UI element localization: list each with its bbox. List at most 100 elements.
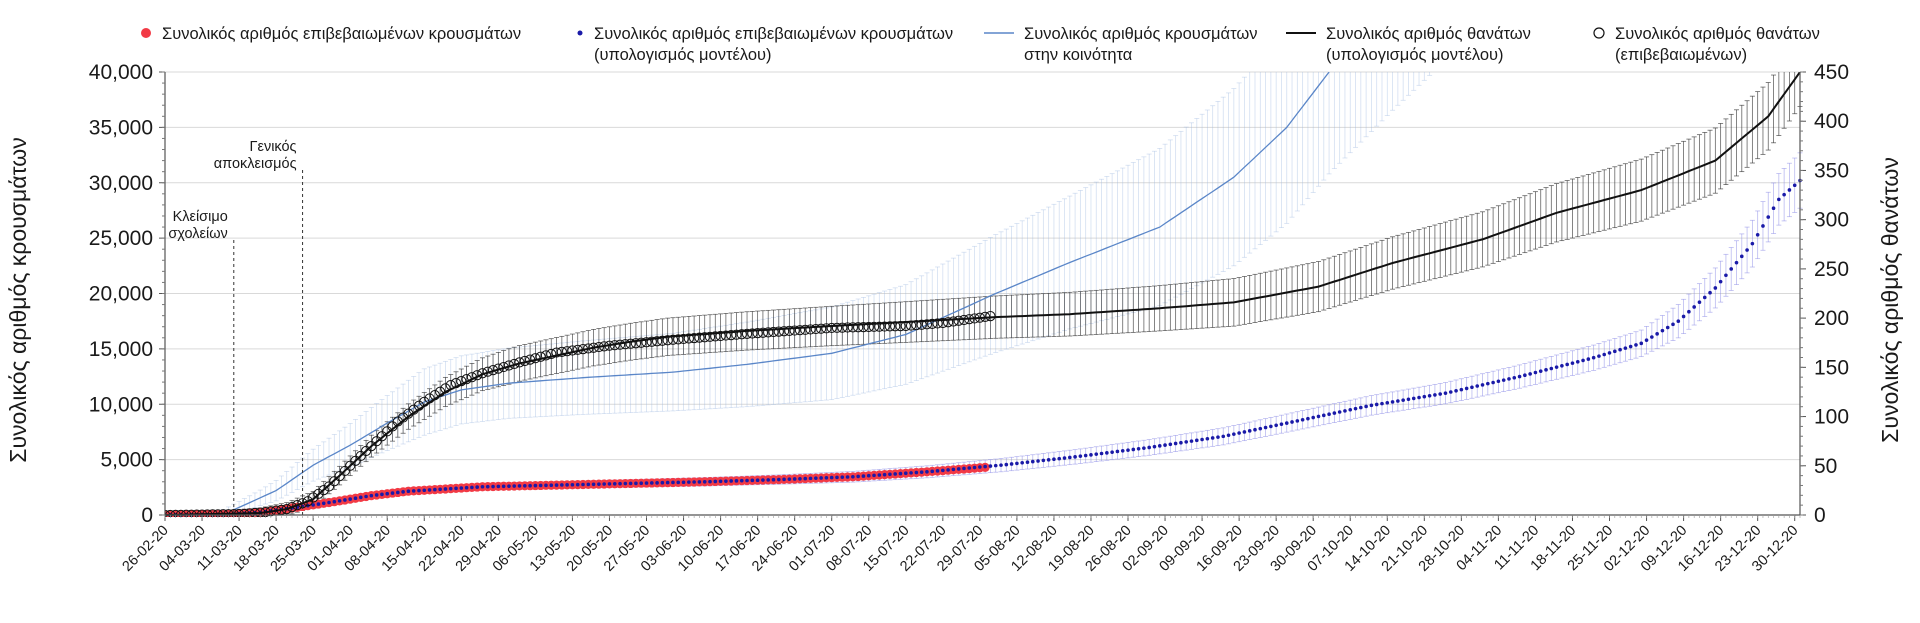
model-cases-point [734, 479, 739, 483]
confirmed-deaths-point [630, 338, 642, 349]
confirmed-deaths-point [757, 327, 769, 338]
model-cases-point [941, 468, 945, 473]
model-cases-point [803, 476, 808, 481]
confirmed-deaths-point [704, 331, 716, 342]
confirmed-deaths-point [916, 319, 927, 330]
model-cases-point [1295, 419, 1300, 423]
model-cases-point [755, 478, 760, 482]
model-cases-point [978, 465, 982, 469]
confirmed-deaths-point [937, 317, 948, 329]
model-cases-point [358, 495, 363, 500]
model-cases-point [1486, 381, 1490, 386]
model-cases-point [507, 484, 511, 488]
model-cases-point [792, 477, 797, 481]
confirmed-deaths-point [281, 503, 292, 515]
model-cases-point [1343, 409, 1347, 413]
y-left-tick-label: 20,000 [89, 283, 153, 306]
model-cases-point [1597, 354, 1601, 358]
model-cases-point [655, 481, 659, 485]
model-cases-point [1671, 322, 1675, 327]
model-cases-point [321, 501, 326, 506]
model-cases-point [1655, 332, 1659, 336]
confirmed-deaths-point [905, 320, 917, 331]
model-cases-point [586, 482, 591, 487]
model-cases-point [1750, 241, 1755, 246]
model-cases-point [1284, 421, 1289, 425]
model-cases-point [1554, 365, 1559, 369]
legend-marker-open-circle [1593, 27, 1605, 39]
model-cases-point [1062, 456, 1067, 460]
confirmed-deaths-point [509, 358, 520, 370]
confirmed-deaths-point [800, 324, 811, 335]
confirmed-deaths-point [413, 400, 425, 411]
model-cases-point [496, 484, 501, 489]
model-cases-point [1401, 398, 1405, 402]
confirmed-deaths-point [546, 348, 557, 360]
model-cases-point [681, 480, 686, 485]
model-cases-point [364, 494, 368, 499]
confirmed-deaths-point [826, 322, 837, 334]
model-cases-point [1454, 389, 1458, 393]
model-cases-point [1713, 286, 1718, 290]
model-cases-point [380, 492, 384, 497]
confirmed-deaths-point [805, 324, 816, 335]
model-cases-point [1650, 335, 1654, 339]
model-cases-point [1115, 449, 1120, 454]
confirmed-deaths-point [313, 488, 324, 499]
model-cases-point [1173, 441, 1178, 446]
model-cases-point [1290, 420, 1294, 424]
confirmed-deaths-point [863, 321, 874, 333]
confirmed-deaths-point [816, 323, 827, 334]
model-cases-point [665, 480, 670, 485]
y-right-tick-label: 200 [1814, 307, 1849, 330]
confirmed-deaths-point [614, 339, 626, 350]
model-cases-point [687, 480, 691, 484]
model-cases-point [369, 493, 374, 498]
legend: Συνολικός αριθμός επιβεβαιωμένων κρουσμά… [141, 25, 1820, 64]
model-cases-point [1110, 450, 1114, 454]
model-cases-point [565, 483, 569, 487]
model-cases-point [1221, 434, 1226, 439]
model-cases-point [454, 486, 458, 491]
model-cases-point [1057, 456, 1062, 461]
y-axis-right-title: Συνολικός αριθμός θανάτων [1877, 157, 1903, 443]
confirmed-deaths-point [858, 322, 869, 333]
model-cases-point [1681, 314, 1686, 319]
model-cases-point [1099, 451, 1104, 456]
model-cases-point [311, 503, 315, 507]
confirmed-deaths-point [334, 471, 345, 482]
confirmed-deaths-point [424, 393, 435, 404]
confirmed-deaths-point [662, 335, 673, 346]
confirmed-deaths-point [498, 361, 509, 373]
legend-label-line2: (υπολογισμός μοντέλου) [1326, 46, 1504, 64]
model-cases-point [1364, 404, 1368, 409]
model-cases-point [1665, 325, 1670, 330]
model-cases-point [1433, 393, 1437, 397]
model-cases-point [1782, 192, 1786, 197]
model-cases-point [1575, 359, 1580, 364]
confirmed-deaths-point [667, 334, 679, 345]
confirmed-deaths-point [641, 337, 652, 348]
model-cases-point [919, 470, 924, 474]
model-cases-point [787, 477, 792, 481]
confirmed-deaths-point [974, 312, 985, 323]
confirmed-deaths-point [778, 326, 790, 337]
model-cases-point [1147, 445, 1151, 450]
model-cases-point [411, 489, 416, 493]
model-cases-point [999, 463, 1003, 467]
confirmed-deaths-point [953, 315, 964, 326]
model-cases-point [1142, 446, 1146, 450]
confirmed-deaths-point [392, 416, 403, 427]
confirmed-deaths-point [958, 314, 970, 326]
confirmed-deaths-point [318, 485, 329, 496]
confirmed-deaths-point [625, 338, 636, 349]
model-cases-point [835, 475, 839, 480]
model-cases-point [1607, 351, 1612, 355]
model-cases-point [1560, 364, 1564, 368]
confirmed-deaths-point [323, 481, 335, 492]
model-cases-point [406, 489, 411, 493]
y-axis-left-title: Συνολικός αριθμός κρουσμάτων [5, 137, 31, 462]
model-cases-point [1390, 400, 1395, 404]
model-cases-point [1052, 457, 1056, 462]
